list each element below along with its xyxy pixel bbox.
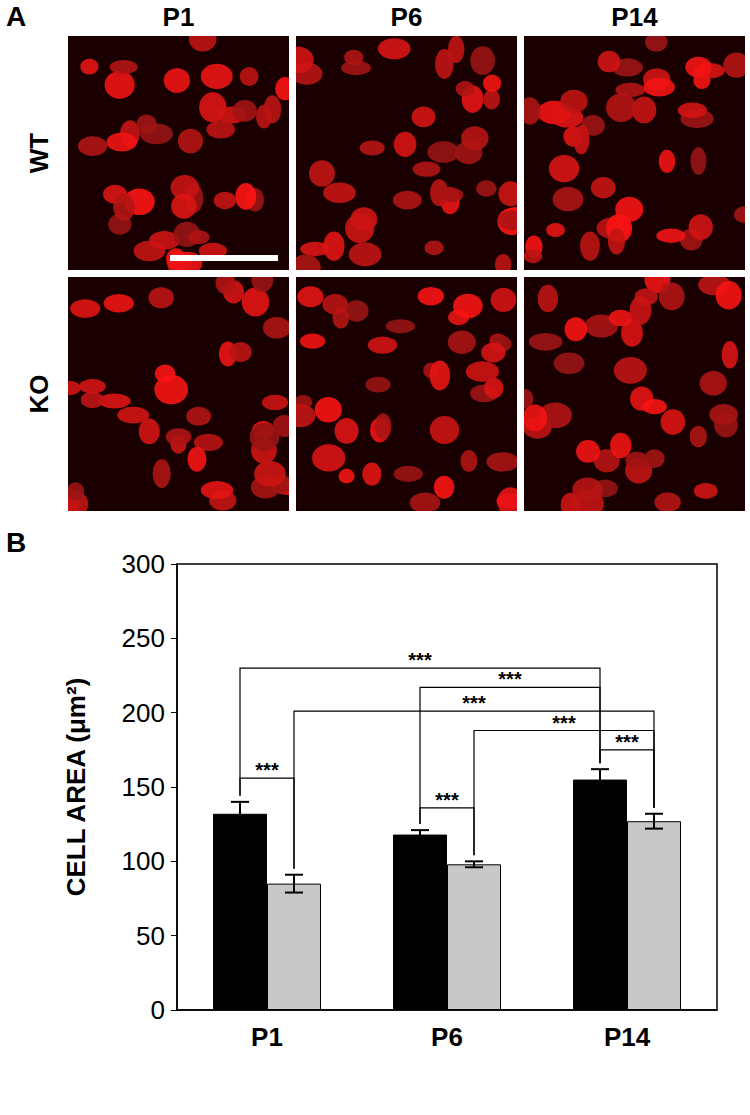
svg-text:250: 250 bbox=[122, 623, 165, 653]
svg-text:***: *** bbox=[435, 789, 459, 811]
svg-text:150: 150 bbox=[122, 772, 165, 802]
svg-text:P14: P14 bbox=[611, 2, 658, 32]
svg-text:***: *** bbox=[552, 712, 576, 734]
svg-text:WT: WT bbox=[24, 133, 54, 174]
svg-text:0: 0 bbox=[151, 995, 165, 1025]
svg-text:***: *** bbox=[408, 649, 432, 671]
svg-text:300: 300 bbox=[122, 549, 165, 579]
svg-text:B: B bbox=[6, 527, 26, 558]
svg-text:A: A bbox=[6, 1, 26, 32]
svg-text:***: *** bbox=[255, 759, 279, 781]
svg-text:***: *** bbox=[615, 731, 639, 753]
svg-text:P14: P14 bbox=[604, 1022, 651, 1052]
svg-text:***: *** bbox=[498, 668, 522, 690]
svg-text:200: 200 bbox=[122, 698, 165, 728]
svg-text:50: 50 bbox=[136, 921, 165, 951]
svg-text:***: *** bbox=[462, 692, 486, 714]
svg-text:100: 100 bbox=[122, 846, 165, 876]
svg-text:P1: P1 bbox=[163, 2, 195, 32]
svg-text:CELL AREA (μm²): CELL AREA (μm²) bbox=[61, 678, 91, 897]
svg-text:P6: P6 bbox=[431, 1022, 463, 1052]
svg-text:P1: P1 bbox=[251, 1022, 283, 1052]
svg-text:KO: KO bbox=[24, 375, 54, 414]
svg-text:P6: P6 bbox=[391, 2, 423, 32]
